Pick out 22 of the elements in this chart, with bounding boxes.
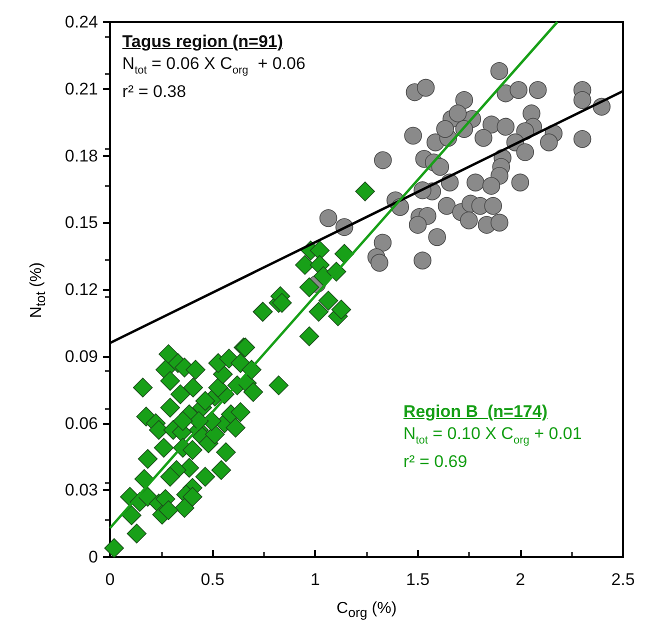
x-tick-label: 2 <box>516 570 526 589</box>
annotation: N$_{tot}$ = 0.06 X C$_{org}$ + 0.06 <box>122 54 306 76</box>
x-tick-label: 2.5 <box>611 570 635 589</box>
annotation: r² = 0.38 <box>122 82 186 102</box>
x-tick-label: 0.5 <box>200 570 224 589</box>
y-tick-label: 0.24 <box>64 12 98 32</box>
y-tick-label: 0 <box>88 548 98 566</box>
y-tick-label: 0.18 <box>64 146 98 166</box>
x-tick-label: 1 <box>310 570 320 589</box>
x-axis-title: C$_{org}$ (%) <box>336 600 397 620</box>
annotation: Tagus region (n=91) <box>122 32 284 51</box>
y-tick-label: 0.03 <box>64 480 98 500</box>
y-tick-label: 0.15 <box>64 213 98 232</box>
annotation: r² = 0.69 <box>403 452 468 472</box>
y-tick-label: 0.06 <box>64 414 98 433</box>
y-tick-label: 0.12 <box>64 280 98 299</box>
y-tick-label: 0.21 <box>64 79 98 98</box>
annotation: N$_{tot}$ = 0.10 X C$_{org}$ + 0.01 <box>403 424 582 446</box>
x-tick-label: 1.5 <box>406 570 430 589</box>
y-tick-label: 0.09 <box>64 346 98 366</box>
x-tick-label: 0 <box>105 570 115 589</box>
annotation: Region B (n=174) <box>403 402 548 421</box>
